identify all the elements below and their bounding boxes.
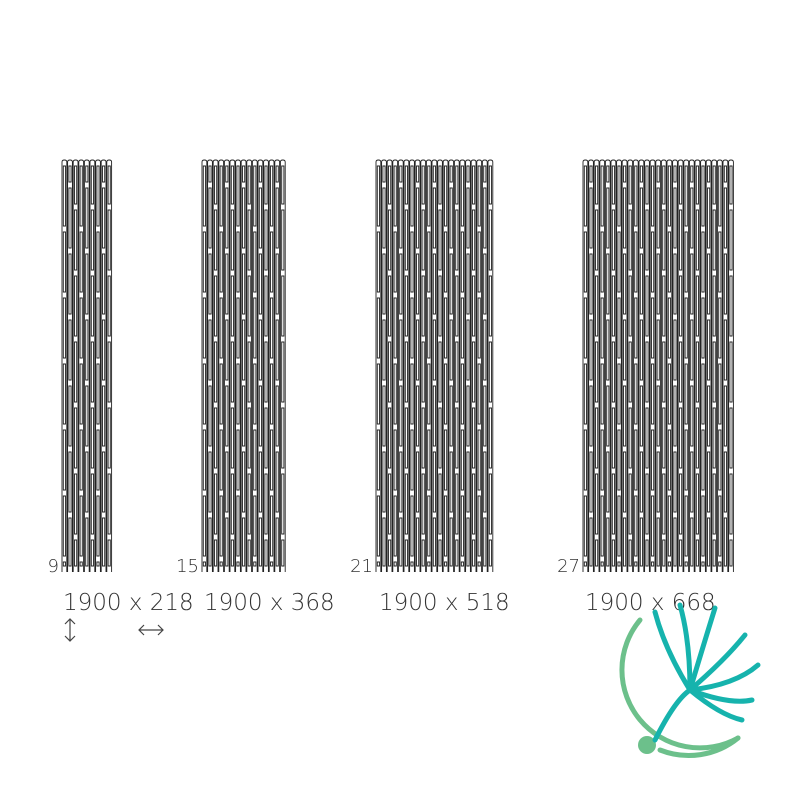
dimensions: 1900 x 518 [379,590,510,616]
column-count: 15 [176,556,199,577]
dimensions: 1900 x 668 [585,590,716,616]
dimensions: 1900 x 368 [204,590,335,616]
dimensions: 1900 x 218 [63,590,194,616]
radiator: 21 1900 x 518 [350,159,510,616]
radiator-columns [582,159,734,572]
width-arrow [138,624,164,636]
column-count: 21 [350,556,373,577]
radiator-columns [61,159,113,572]
radiator-columns [201,159,286,572]
height-arrow [64,618,76,642]
column-count: 9 [48,556,59,577]
column-count: 27 [557,556,580,577]
logo [619,602,761,758]
radiator-columns [375,159,494,572]
